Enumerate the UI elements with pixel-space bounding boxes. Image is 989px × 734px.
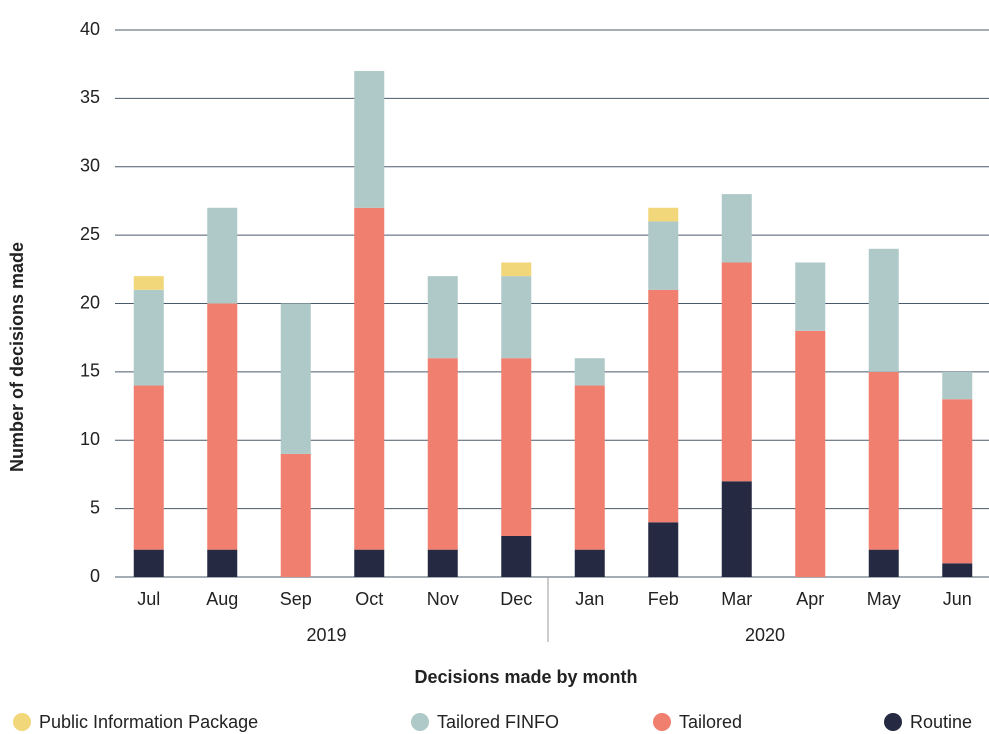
legend-swatch: [13, 713, 31, 731]
bar-segment: [427, 358, 458, 550]
x-tick-label: Jun: [943, 589, 972, 609]
legend-swatch: [411, 713, 429, 731]
legend-swatch: [884, 713, 902, 731]
x-tick-label: Dec: [500, 589, 532, 609]
bar-segment: [574, 549, 605, 577]
legend-label: Tailored: [679, 712, 742, 732]
bar-segment: [942, 371, 973, 400]
bar-segment: [280, 303, 311, 454]
legend-label: Public Information Package: [39, 712, 258, 732]
bar-segment: [133, 549, 164, 577]
bar-segment: [721, 194, 752, 263]
bar-segment: [721, 262, 752, 482]
y-tick-label: 35: [80, 87, 100, 107]
bar-segment: [501, 535, 532, 577]
bar-segment: [280, 453, 311, 577]
bar-segment: [133, 289, 164, 386]
bar-segment: [501, 358, 532, 536]
bar-segment: [942, 563, 973, 577]
bar-segment: [501, 276, 532, 359]
bar-segment: [795, 330, 826, 577]
bar-segment: [207, 549, 238, 577]
legend-label: Tailored FINFO: [437, 712, 559, 732]
y-tick-label: 10: [80, 429, 100, 449]
y-tick-label: 15: [80, 361, 100, 381]
y-tick-label: 40: [80, 19, 100, 39]
x-tick-label: Jan: [575, 589, 604, 609]
bar-segment: [574, 385, 605, 550]
legend-swatch: [653, 713, 671, 731]
x-tick-label: Mar: [721, 589, 752, 609]
bar-segment: [648, 289, 679, 523]
bar-segment: [354, 207, 385, 550]
x-axis-title: Decisions made by month: [414, 667, 637, 687]
x-tick-label: Sep: [280, 589, 312, 609]
bar-segment: [868, 549, 899, 577]
year-label: 2019: [306, 625, 346, 645]
x-tick-label: Nov: [427, 589, 459, 609]
bar-segment: [574, 358, 605, 386]
x-tick-label: Jul: [137, 589, 160, 609]
y-tick-label: 20: [80, 292, 100, 312]
bar-segment: [648, 221, 679, 290]
bar-segment: [648, 522, 679, 577]
bar-segment: [795, 262, 826, 331]
x-tick-label: Feb: [648, 589, 679, 609]
x-tick-label: Aug: [206, 589, 238, 609]
bar-segment: [354, 549, 385, 577]
bar-segment: [868, 371, 899, 550]
bar-segment: [427, 549, 458, 577]
bar-segment: [868, 248, 899, 372]
bar-segment: [133, 276, 164, 290]
y-tick-label: 30: [80, 156, 100, 176]
bar-segment: [207, 303, 238, 550]
y-tick-label: 5: [90, 497, 100, 517]
legend-label: Routine: [910, 712, 972, 732]
y-tick-label: 25: [80, 224, 100, 244]
bar-segment: [721, 481, 752, 577]
bar-segment: [648, 207, 679, 222]
bar-segment: [354, 71, 385, 208]
bar-segment: [501, 262, 532, 277]
y-tick-label: 0: [90, 566, 100, 586]
bar-segment: [427, 276, 458, 359]
x-tick-label: Oct: [355, 589, 383, 609]
bar-segment: [133, 385, 164, 550]
x-tick-label: Apr: [796, 589, 824, 609]
bar-segment: [207, 207, 238, 304]
bar-segment: [942, 399, 973, 564]
y-axis-title: Number of decisions made: [7, 242, 27, 472]
year-label: 2020: [745, 625, 785, 645]
x-tick-label: May: [867, 589, 901, 609]
